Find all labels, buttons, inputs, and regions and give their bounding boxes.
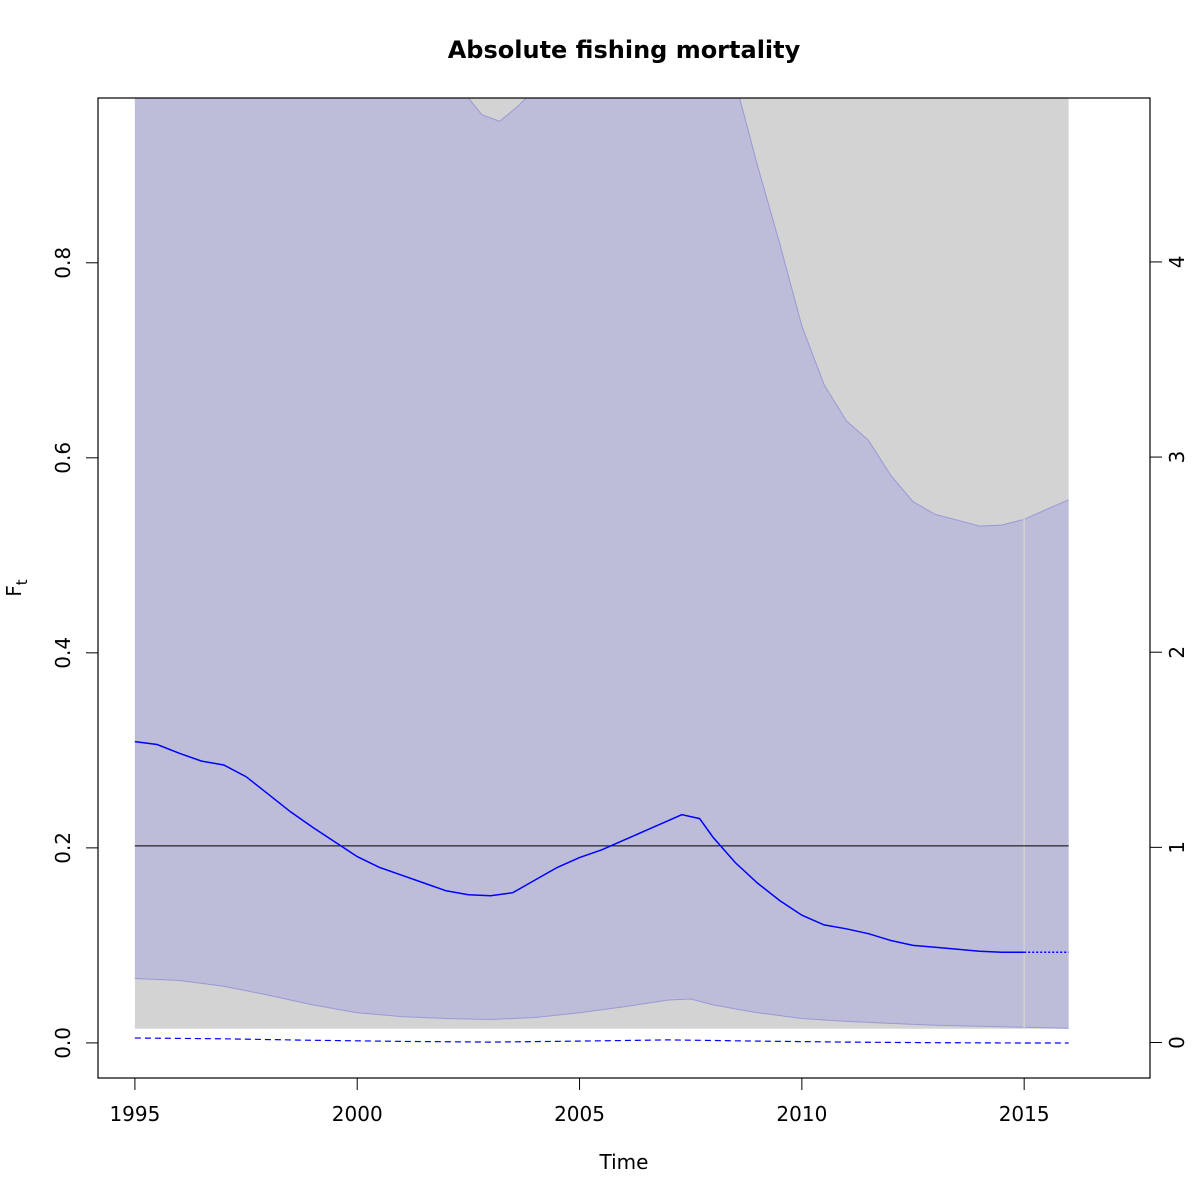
plot-layers	[134, 98, 1069, 1044]
y-tick-label-right: 2	[1165, 646, 1189, 659]
estimate-line	[134, 740, 1025, 953]
y-tick-label: 0.4	[51, 637, 75, 669]
x-axis: 1995 2000 2005 2010 2015	[109, 1077, 1050, 1126]
confidence-band	[134, 98, 1069, 1029]
y-tick-label-right: 0	[1165, 1036, 1189, 1049]
y-axis-label-main: F	[2, 585, 26, 597]
y-tick-label: 0.6	[51, 442, 75, 474]
y-axis-label-subscript: t	[13, 579, 31, 585]
y-tick-label-right: 3	[1165, 451, 1189, 464]
y-tick-label: 0.2	[51, 832, 75, 864]
x-tick-label: 2015	[999, 1102, 1050, 1126]
x-tick-label: 2005	[554, 1102, 605, 1126]
chart-title: Absolute fishing mortality	[448, 36, 801, 64]
x-axis-label: Time	[599, 1150, 649, 1174]
y-tick-label: 0.8	[51, 247, 75, 279]
y-axis-label: Ft	[2, 579, 31, 597]
y-tick-label-right: 4	[1165, 256, 1189, 269]
y-tick-label-right: 1	[1165, 841, 1189, 854]
y-tick-label: 0.0	[51, 1027, 75, 1059]
y-axis-right: 0 1 2 3 4	[1149, 256, 1189, 1049]
secondary-estimate-line	[134, 1037, 1069, 1044]
x-tick-label: 2000	[332, 1102, 383, 1126]
confidence-band-lower-edge	[134, 978, 1069, 1029]
plot-area	[134, 98, 1069, 1044]
x-tick-label: 2010	[776, 1102, 827, 1126]
confidence-band-upper-edge	[134, 98, 1069, 527]
y-axis-left: 0.0 0.2 0.4 0.6 0.8	[51, 247, 99, 1059]
x-tick-label: 1995	[109, 1102, 160, 1126]
